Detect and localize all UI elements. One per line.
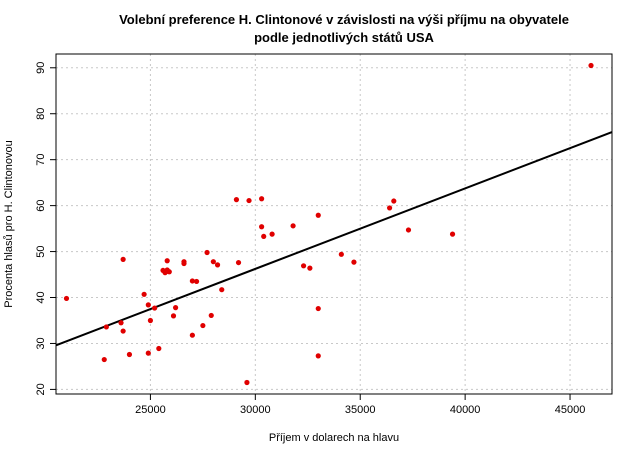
data-point-50 [405, 227, 412, 233]
data-point-42 [307, 265, 313, 271]
plot-frame [55, 53, 613, 395]
chart-title-line-1: Volební preference H. Clintonové v závis… [119, 12, 569, 27]
data-point-20 [172, 305, 179, 311]
y-tick-label-20: 20 [35, 383, 47, 395]
data-point-10 [145, 350, 151, 356]
y-tick-label-70: 70 [35, 154, 47, 166]
data-point-26 [200, 322, 206, 329]
data-point-6 [120, 328, 126, 334]
x-tick-label-35000: 35000 [345, 404, 376, 416]
x-tick-label-25000: 25000 [135, 404, 166, 416]
data-point-5 [120, 256, 126, 262]
data-point-34 [244, 379, 250, 386]
data-points [63, 62, 594, 386]
y-tick-label-40: 40 [35, 291, 47, 303]
data-point-35 [246, 197, 252, 204]
regression-line-group [55, 131, 613, 347]
data-point-7 [126, 351, 133, 358]
y-tick-label-30: 30 [35, 337, 47, 349]
data-point-1 [63, 295, 70, 302]
data-point-52 [588, 62, 594, 69]
data-point-43 [315, 212, 321, 218]
data-point-47 [351, 259, 357, 265]
data-point-17 [164, 258, 170, 264]
data-point-30 [214, 262, 221, 268]
data-point-18 [166, 269, 172, 275]
data-point-19 [170, 313, 177, 319]
x-tick-label-40000: 40000 [450, 404, 481, 416]
data-point-25 [193, 278, 200, 285]
data-point-39 [269, 231, 275, 237]
x-tick-label-45000: 45000 [555, 404, 586, 416]
data-point-28 [208, 312, 214, 319]
grid [56, 54, 612, 394]
data-point-23 [189, 278, 195, 284]
data-point-4 [118, 320, 124, 326]
data-point-46 [338, 251, 344, 257]
y-tick-label-80: 80 [35, 108, 47, 120]
data-point-13 [156, 345, 162, 352]
x-axis-label: Příjem v dolarech na hlavu [269, 432, 399, 444]
data-point-22 [181, 260, 187, 267]
data-point-44 [315, 305, 321, 312]
chart-title-line-2: podle jednotlivých států USA [254, 30, 434, 45]
data-point-3 [103, 324, 109, 330]
data-point-8 [141, 291, 147, 297]
data-point-31 [219, 287, 225, 293]
y-axis-label: Procenta hlasů pro H. Clintonovou [3, 140, 15, 308]
data-point-9 [145, 302, 151, 308]
data-point-12 [152, 305, 158, 311]
data-point-49 [391, 198, 397, 204]
data-point-48 [387, 205, 393, 211]
data-point-40 [290, 223, 296, 229]
data-point-11 [147, 317, 154, 324]
data-point-32 [233, 197, 240, 203]
x-tick-label-30000: 30000 [240, 404, 271, 416]
data-point-41 [300, 263, 307, 269]
data-point-29 [210, 259, 216, 265]
data-point-51 [449, 231, 456, 237]
data-point-2 [101, 356, 107, 363]
data-point-33 [235, 259, 242, 266]
y-tick-label-50: 50 [35, 245, 47, 257]
data-point-27 [204, 249, 210, 256]
y-tick-label-60: 60 [35, 199, 47, 211]
data-point-37 [259, 224, 265, 230]
regression-line [55, 131, 613, 347]
data-point-36 [259, 196, 265, 202]
data-point-38 [261, 233, 267, 240]
axes: 25000 30000 35000 40000 45000 20 30 40 50 60 70 80 9… [35, 62, 585, 416]
data-point-24 [189, 332, 195, 338]
data-point-45 [315, 353, 321, 359]
y-tick-label-90: 90 [35, 62, 47, 74]
